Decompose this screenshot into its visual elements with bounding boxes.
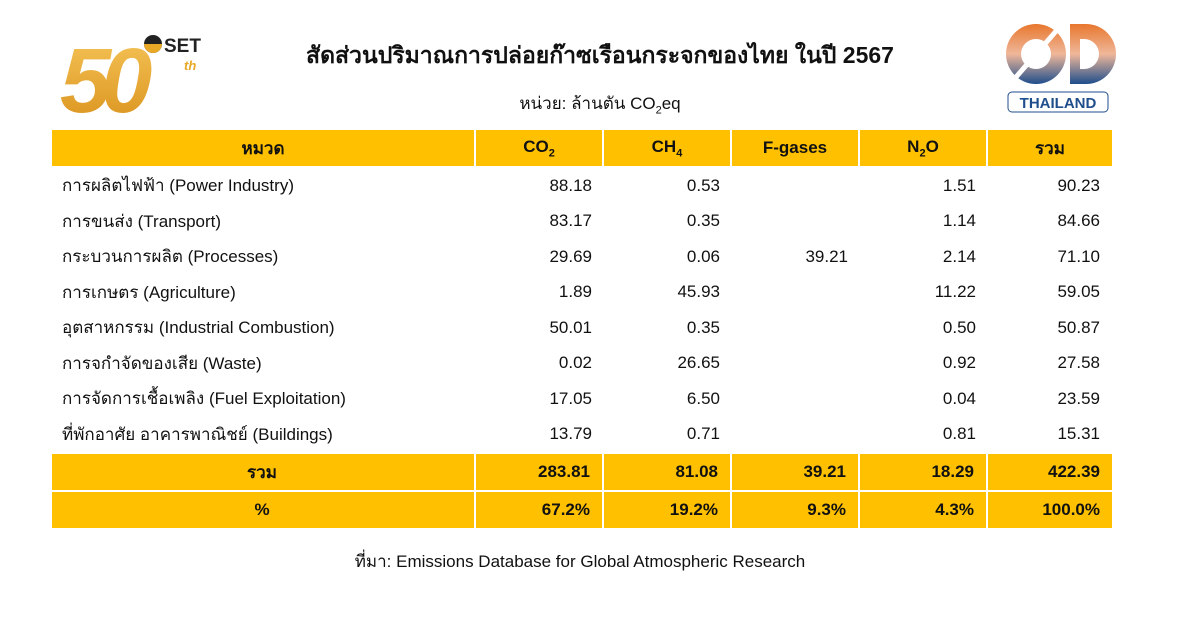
row-category: กระบวนการผลิต (Processes) [62,247,279,267]
cell-co2: 88.18 [549,175,592,195]
cell-fgases [732,204,860,240]
percent-co2: 67.2% [476,490,604,528]
cell-fgases [732,275,860,311]
total-total: 422.39 [988,452,1112,490]
cell-ch4: 0.35 [686,211,720,231]
cell-ch4: 0.06 [686,246,720,266]
set-50th-logo: 50 SET th [60,30,201,122]
cell-fgases [732,310,860,346]
cell-n2o: 0.92 [942,353,976,373]
sd-logo-caption: THAILAND [1020,95,1097,112]
percent-row: % 67.2% 19.2% 9.3% 4.3% 100.0% [52,490,1112,528]
cell-total: 71.10 [1057,246,1100,266]
cell-ch4: 0.53 [686,175,720,195]
cell-n2o: 0.50 [942,317,976,337]
cell-fgases [732,166,860,204]
table-row: อุตสาหกรรม (Industrial Combustion) 50.01… [52,310,1112,346]
row-category: อุตสาหกรรม (Industrial Combustion) [62,318,335,338]
cell-n2o: 0.81 [942,424,976,444]
col-header-ch4: CH4 [604,130,732,166]
percent-total: 100.0% [988,490,1112,528]
cell-fgases: 39.21 [805,246,848,266]
total-n2o: 18.29 [860,452,988,490]
source-note: ที่มา: Emissions Database for Global Atm… [354,552,806,571]
cell-n2o: 1.14 [942,211,976,231]
total-fgases: 39.21 [732,452,860,490]
col-header-total: รวม [988,130,1112,166]
table-row: ที่พักอาศัย อาคารพาณิชย์ (Buildings) 13.… [52,417,1112,453]
unit-subscript: 2 [655,104,662,117]
cell-co2: 29.69 [549,246,592,266]
cell-n2o: 1.51 [942,175,976,195]
cell-ch4: 0.71 [686,424,720,444]
percent-ch4: 19.2% [604,490,732,528]
cell-fgases [732,417,860,453]
cell-ch4: 26.65 [677,353,720,373]
cell-ch4: 45.93 [677,282,720,302]
total-label: รวม [52,452,476,490]
table-row: การเกษตร (Agriculture) 1.89 45.93 11.22 … [52,275,1112,311]
cell-ch4: 6.50 [686,388,720,408]
total-ch4: 81.08 [604,452,732,490]
unit-prefix: หน่วย: ล้านตัน CO [519,94,656,113]
row-category: การจัดการเชื้อเพลิง (Fuel Exploitation) [62,389,346,409]
col-header-co2: CO2 [476,130,604,166]
page-title: สัดส่วนปริมาณการปล่อยก๊าซเรือนกระจกของไท… [306,42,894,68]
total-row: รวม 283.81 81.08 39.21 18.29 422.39 [52,452,1112,490]
table-row: กระบวนการผลิต (Processes) 29.69 0.06 39.… [52,239,1112,275]
col-header-fgases: F-gases [732,130,860,166]
cell-total: 90.23 [1057,175,1100,195]
cell-fgases [732,346,860,382]
row-category: การขนส่ง (Transport) [62,211,222,231]
table-row: การจัดการเชื้อเพลิง (Fuel Exploitation) … [52,381,1112,417]
sd-thailand-logo: THAILAND [1006,20,1116,113]
cell-co2: 50.01 [549,317,592,337]
row-category: การผลิตไฟฟ้า (Power Industry) [62,176,294,196]
table-row: การผลิตไฟฟ้า (Power Industry) 88.18 0.53… [52,166,1112,204]
table-row: การขนส่ง (Transport) 83.17 0.35 1.14 84.… [52,204,1112,240]
row-category: การเกษตร (Agriculture) [62,282,236,302]
col-header-category: หมวด [52,130,476,166]
set-logo-brand: SET [164,36,201,57]
unit-label: หน่วย: ล้านตัน CO2eq [0,90,1200,117]
cell-total: 59.05 [1057,282,1100,302]
cell-n2o: 11.22 [934,282,976,302]
cell-total: 27.58 [1057,353,1100,373]
cell-total: 23.59 [1057,388,1100,408]
cell-co2: 13.79 [549,424,592,444]
unit-suffix: eq [661,94,681,113]
cell-n2o: 2.14 [942,246,976,266]
percent-n2o: 4.3% [860,490,988,528]
cell-total: 50.87 [1057,317,1100,337]
total-co2: 283.81 [476,452,604,490]
row-category: ที่พักอาศัย อาคารพาณิชย์ (Buildings) [62,424,333,444]
cell-ch4: 0.35 [686,317,720,337]
emissions-table: หมวด CO2 CH4 F-gases N2O รวม การผลิตไฟฟ้… [52,130,1112,528]
table-row: การจกำจัดของเสีย (Waste) 0.02 26.65 0.92… [52,346,1112,382]
cell-co2: 83.17 [549,211,592,231]
table-header-row: หมวด CO2 CH4 F-gases N2O รวม [52,130,1112,166]
cell-co2: 0.02 [558,353,592,373]
row-category: การจกำจัดของเสีย (Waste) [62,353,262,373]
percent-label: % [52,490,476,528]
set-logo-suffix: th [184,58,196,73]
cell-fgases [732,381,860,417]
cell-total: 84.66 [1057,211,1100,231]
percent-fgases: 9.3% [732,490,860,528]
cell-co2: 1.89 [558,282,592,302]
cell-n2o: 0.04 [942,388,976,408]
cell-total: 15.31 [1057,424,1100,444]
col-header-n2o: N2O [860,130,988,166]
cell-co2: 17.05 [549,388,592,408]
